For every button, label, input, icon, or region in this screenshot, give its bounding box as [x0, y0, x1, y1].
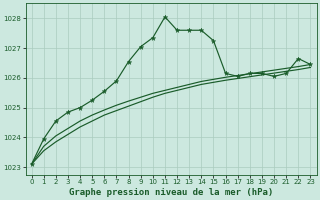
X-axis label: Graphe pression niveau de la mer (hPa): Graphe pression niveau de la mer (hPa) [69, 188, 273, 197]
